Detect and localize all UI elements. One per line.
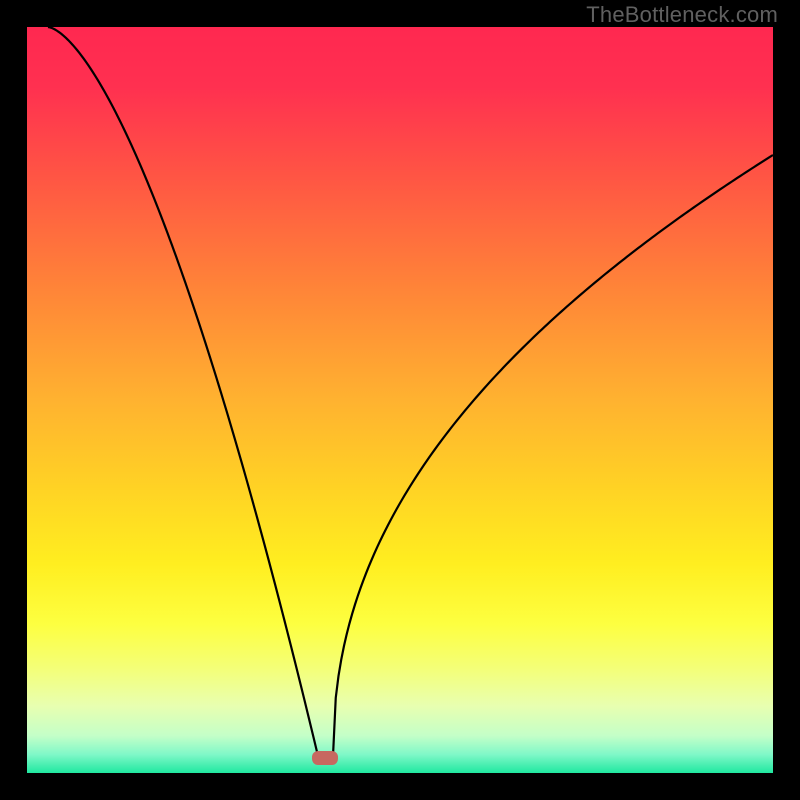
chart-frame: TheBottleneck.com <box>0 0 800 800</box>
optimum-marker <box>312 751 338 765</box>
curve-left-branch <box>48 27 318 756</box>
bottleneck-curve <box>0 0 800 800</box>
curve-right-branch <box>333 155 773 756</box>
watermark-text: TheBottleneck.com <box>586 2 778 28</box>
